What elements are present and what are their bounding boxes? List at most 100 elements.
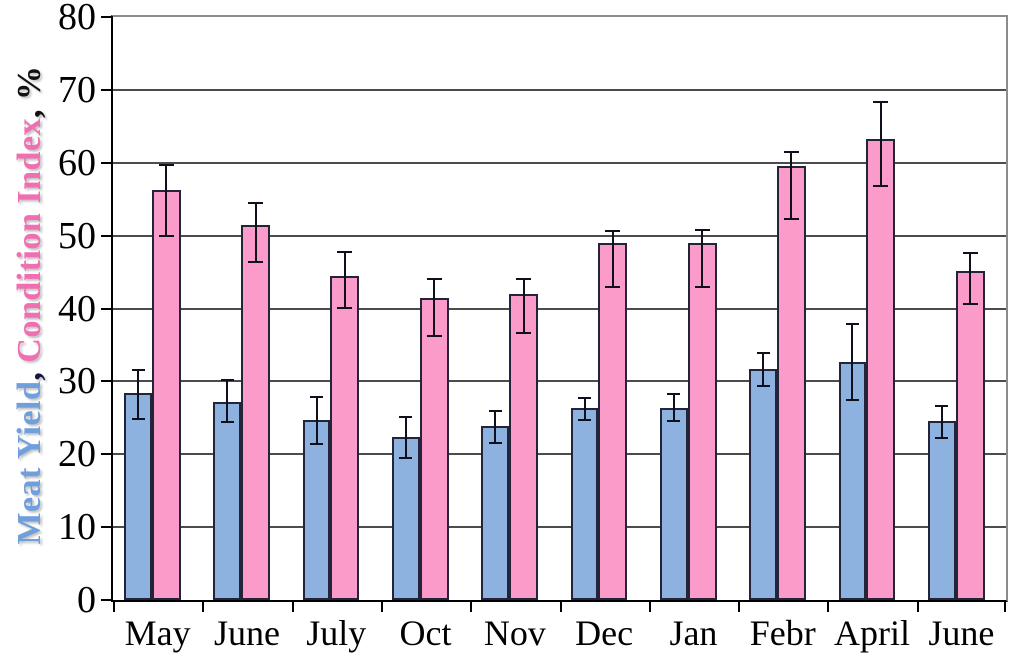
error-bar-line-0-3 [404,417,407,458]
bar-condition-index-Nov-4 [509,293,539,600]
bar-meat-yield-Nov-4 [481,425,510,600]
error-bar-line-0-6 [672,394,675,422]
error-bar-cap-top-1-3 [426,277,442,280]
error-bar-cap-bottom-0-2 [310,443,324,446]
gridline-60 [113,161,1006,164]
error-bar-cap-bottom-0-3 [399,456,413,459]
error-bar-cap-bottom-1-7 [783,217,799,220]
x-tick-label-9: June [928,613,995,653]
error-bar-line-0-4 [494,411,497,443]
error-bar-cap-top-1-2 [337,251,353,254]
error-bar-line-1-0 [165,164,168,237]
error-bar-line-0-0 [137,370,139,420]
gridline-30 [113,380,1006,383]
y-axis-tick-0 [101,599,113,601]
bar-meat-yield-Febr-7 [749,368,777,600]
error-bar-cap-bottom-1-5 [605,285,621,288]
error-bar-cap-top-0-0 [131,369,145,372]
bar-condition-index-April-8 [866,138,896,600]
bar-condition-index-Dec-5 [598,242,628,600]
x-tick-label-2: July [306,613,367,653]
bar-meat-yield-July-2 [302,419,331,600]
x-axis-tick-10 [1004,600,1006,612]
error-bar-cap-top-0-5 [578,397,591,400]
y-tick-label-50: 50 [58,214,96,257]
x-tick-label-7: Febr [749,613,816,653]
bar-condition-index-Febr-7 [776,166,806,600]
error-bar-cap-top-0-6 [667,393,681,396]
error-bar-cap-bottom-1-2 [337,306,353,309]
y-axis-title-text: Meat Yield, Condition Index, % [11,65,49,544]
x-tick-label-3: Oct [399,613,452,653]
error-bar-cap-top-0-8 [845,322,859,325]
y-axis-title-part-2: Condition Index [11,117,48,363]
x-tick-label-4: Nov [483,613,546,653]
error-bar-cap-bottom-1-6 [694,286,710,289]
error-bar-line-0-1 [226,379,229,423]
error-bar-line-1-3 [433,278,436,337]
error-bar-line-0-7 [762,352,765,386]
x-tick-label-8: April [834,613,911,653]
error-bar-cap-top-1-4 [516,278,532,281]
gridline-20 [113,453,1006,456]
error-bar-line-0-8 [851,323,854,400]
error-bar-line-1-5 [611,231,614,287]
bar-condition-index-July-2 [330,275,360,600]
bar-meat-yield-June-9 [927,421,956,600]
error-bar-cap-top-0-7 [756,351,770,354]
y-tick-label-20: 20 [58,433,96,476]
error-bar-cap-top-1-1 [248,201,264,204]
error-bar-line-1-9 [969,253,972,305]
error-bar-cap-bottom-0-1 [220,421,234,424]
error-bar-line-0-5 [583,398,586,420]
x-axis-tick-4 [470,600,473,612]
x-tick-label-1: June [213,613,280,653]
bar-meat-yield-Dec-5 [570,408,599,600]
y-axis-tick-60 [101,161,113,164]
error-bar-cap-top-0-1 [220,378,234,381]
gridline-70 [113,88,1006,91]
y-tick-label-30: 30 [58,360,96,403]
gridline-10 [113,526,1006,529]
y-axis-tick-80 [101,16,113,18]
x-axis-tick-1 [202,600,205,612]
y-tick-label-70: 70 [58,68,96,111]
bar-condition-index-May-0 [151,189,181,600]
error-bar-cap-bottom-1-9 [962,303,978,306]
error-bar-cap-bottom-1-0 [158,235,174,238]
y-axis-tick-70 [101,88,113,91]
error-bar-line-0-9 [940,406,943,439]
x-axis-tick-0 [113,600,115,612]
x-axis-tick-9 [916,600,919,612]
error-bar-line-1-6 [701,229,704,288]
x-axis-tick-6 [648,600,651,612]
y-axis-title-part-3: , % [11,65,48,118]
error-bar-cap-bottom-1-3 [426,335,442,338]
y-tick-label-0: 0 [77,579,96,621]
bar-meat-yield-May-0 [124,393,152,600]
error-bar-cap-top-1-8 [873,100,889,103]
x-tick-label-0: May [124,613,191,653]
error-bar-line-1-8 [879,101,882,187]
error-bar-cap-top-0-3 [399,416,413,419]
error-bar-cap-bottom-0-7 [756,384,770,387]
bar-condition-index-Jan-6 [687,242,717,600]
x-axis-tick-7 [738,600,741,612]
error-bar-cap-bottom-0-5 [578,418,591,421]
bar-meat-yield-Jan-6 [659,408,688,600]
error-bar-cap-top-1-7 [783,150,799,153]
y-tick-label-60: 60 [58,141,96,184]
gridline-40 [113,307,1006,310]
error-bar-line-1-1 [254,202,257,262]
error-bar-cap-bottom-1-8 [873,185,889,188]
plot-area [101,15,1008,612]
error-bar-cap-top-0-2 [310,395,324,398]
error-bar-line-1-2 [343,252,346,308]
error-bar-cap-top-1-9 [962,252,978,255]
x-tick-label-6: Jan [669,613,718,653]
bar-meat-yield-June-1 [213,401,242,600]
error-bar-cap-top-0-9 [935,405,949,408]
bar-condition-index-June-9 [955,270,985,600]
y-axis-tick-10 [101,526,113,529]
